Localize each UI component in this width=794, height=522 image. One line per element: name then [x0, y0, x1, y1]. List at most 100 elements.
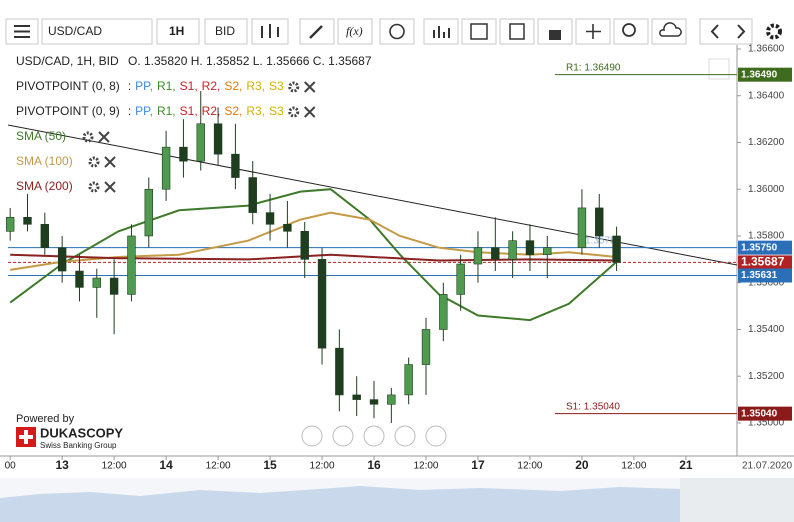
candle-body [525, 240, 535, 255]
pivot-label: PIVOTPOINT (0, 8) [16, 79, 120, 93]
zoom-out[interactable] [332, 425, 354, 447]
remove-icon[interactable] [104, 181, 116, 193]
pivot-item: R2, [202, 104, 221, 118]
candle-body [352, 394, 361, 400]
remove-icon[interactable] [98, 131, 110, 143]
remove-icon[interactable] [304, 106, 316, 118]
price-label: 1.35750 [741, 242, 778, 253]
navigator-window[interactable] [680, 478, 794, 522]
price-label: 1.35631 [741, 270, 778, 281]
x-tick-label: 13 [55, 458, 69, 472]
candle-body [196, 123, 205, 162]
remove-icon[interactable] [104, 156, 116, 168]
candle-body [317, 259, 327, 349]
settings-icon[interactable] [288, 106, 300, 118]
pivot-item: S3 [269, 79, 284, 93]
price-label: 1.35040 [741, 408, 778, 419]
price-label-box [738, 268, 792, 283]
powered-by: Powered by [16, 413, 75, 425]
symbol-box[interactable] [41, 18, 153, 45]
notes-icon [509, 23, 525, 40]
side: BID [215, 24, 235, 38]
y-tick-label: 1.35000 [748, 418, 785, 429]
scroll-right[interactable] [425, 425, 447, 447]
x-tick-label: 14 [159, 458, 173, 472]
candle-body [387, 394, 396, 405]
x-tick-label: 17 [471, 458, 485, 472]
pivot-item: S2, [224, 104, 242, 118]
candle-body [473, 247, 483, 265]
nav-icons [710, 24, 746, 39]
pivot-lead: : [128, 104, 131, 118]
candle-body [577, 207, 587, 248]
candle-body [456, 263, 465, 295]
remove-icon[interactable] [304, 81, 316, 93]
pivot-item: S1, [180, 79, 198, 93]
symbol: USD/CAD [48, 24, 102, 38]
x-tick-label: 12:00 [102, 461, 127, 472]
settings-icon[interactable] [766, 23, 782, 40]
price-label-box [738, 406, 792, 421]
ohlc: O. 1.35820 H. 1.35852 L. 1.35666 C. 1.35… [128, 54, 372, 68]
reset-zoom[interactable] [363, 425, 385, 447]
fx-button[interactable] [337, 18, 373, 45]
calendar-button[interactable] [461, 18, 497, 45]
candle-body [144, 188, 153, 237]
candle-body [213, 123, 223, 155]
volume-button[interactable] [423, 18, 459, 45]
candle-body [127, 235, 136, 295]
candle-body [300, 230, 309, 260]
x-tick-label: 12:00 [517, 461, 542, 472]
candle-body [612, 235, 621, 263]
x-tick-label: 16 [367, 458, 381, 472]
pivot-item: R2, [202, 79, 221, 93]
candle-body [265, 212, 275, 225]
scroll-left[interactable] [301, 425, 323, 447]
candle-body [161, 146, 171, 190]
x-tick-label: 12:00 [621, 461, 646, 472]
legend-entry: SMA (100) [16, 154, 73, 168]
y-tick-label: 1.36400 [748, 90, 785, 101]
info-button[interactable] [379, 18, 415, 45]
candle-body [439, 294, 448, 330]
candle-body [283, 223, 292, 232]
navigator-area [0, 486, 680, 522]
date-label-box [740, 458, 794, 474]
x-tick-label: 20 [575, 458, 589, 472]
settings-icon[interactable] [88, 156, 100, 168]
y-tick-label: 1.35400 [748, 324, 785, 335]
brand-tagline: Swiss Banking Group [40, 441, 117, 450]
settings-icon[interactable] [82, 131, 94, 143]
side-button[interactable] [204, 18, 248, 45]
candle-body [508, 240, 517, 260]
y-tick-label: 1.36200 [748, 137, 785, 148]
candle-body [179, 146, 188, 162]
instrument: USD/CAD, 1H, BID [16, 54, 119, 68]
pivot-lead: : [128, 79, 131, 93]
y-tick-label: 1.36000 [748, 184, 785, 195]
settings-icon[interactable] [288, 81, 300, 93]
crosshair-icon [586, 24, 601, 39]
candle-body [595, 207, 604, 237]
fx-label: f(x) [346, 24, 363, 38]
settings-icon[interactable] [88, 181, 100, 193]
pivot-item: S3 [269, 104, 284, 118]
calendar-icon [470, 23, 488, 40]
candle-body [75, 270, 84, 288]
notes-button[interactable] [499, 18, 535, 45]
candle-body [57, 247, 67, 272]
timeframe-button[interactable] [156, 18, 200, 45]
price-label: 1.36490 [741, 69, 778, 80]
price-label-box [738, 240, 792, 255]
candle-body [248, 177, 257, 213]
menu-icon [14, 25, 30, 38]
zoom-icon [622, 23, 636, 37]
zoom-button[interactable] [613, 18, 649, 45]
candle-body [369, 399, 379, 405]
price-label-box [738, 67, 792, 82]
y-tick-label: 1.36600 [748, 44, 785, 55]
zoom-in[interactable] [394, 425, 416, 447]
popout-button[interactable] [708, 58, 730, 80]
x-tick-label: 21 [679, 458, 693, 472]
